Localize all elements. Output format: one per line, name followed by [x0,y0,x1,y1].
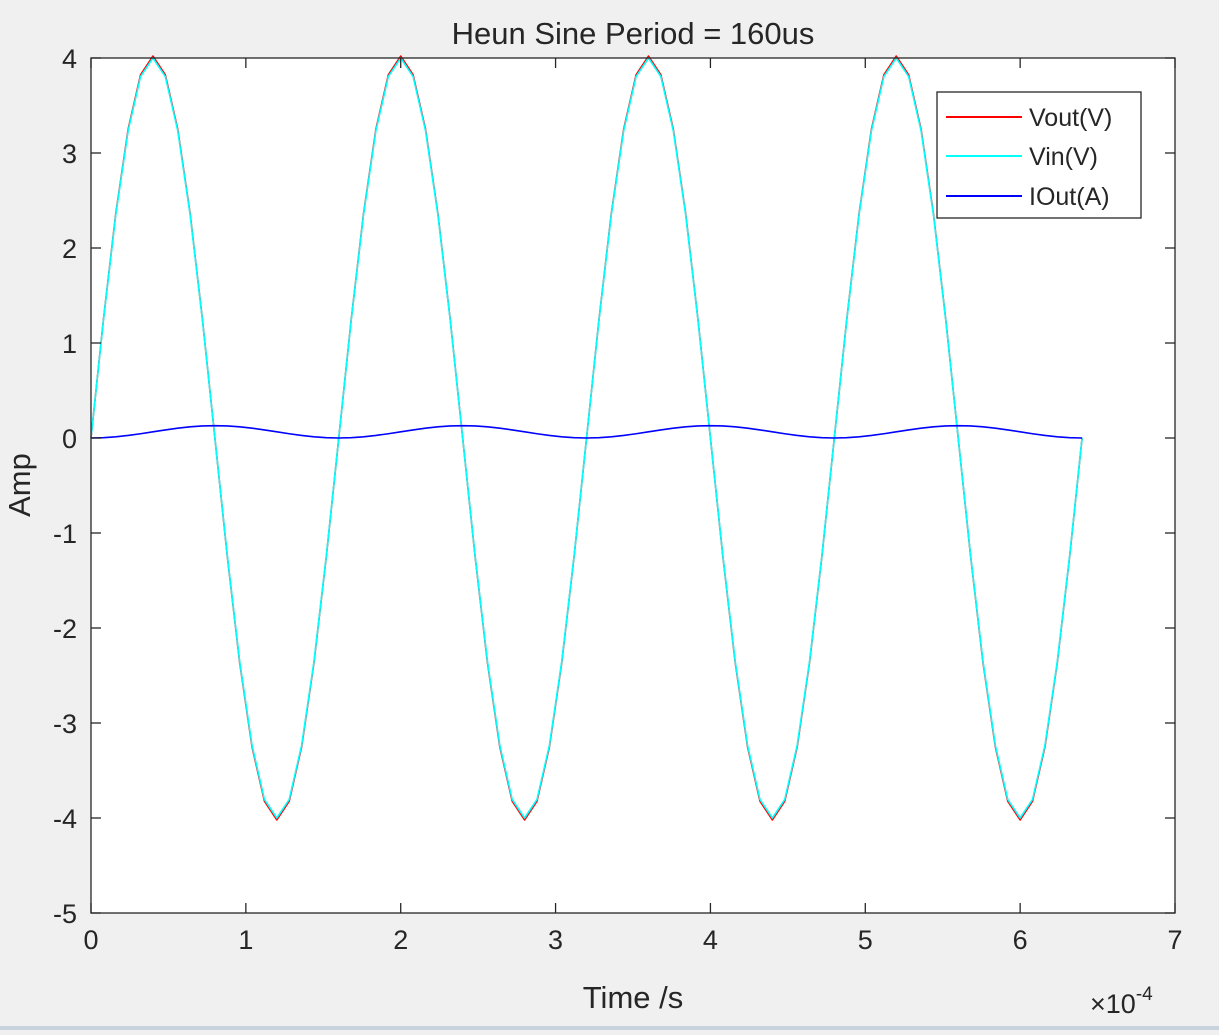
y-tick-label: -3 [53,709,77,739]
y-tick-label: 1 [62,329,77,359]
series-line-2 [90,424,1083,439]
x-tick-label: 1 [238,925,253,955]
x-tick-label: 2 [393,925,408,955]
x-tick-label: 4 [703,925,718,955]
x-exponent: ×10-4 [1090,984,1153,1019]
y-tick-label: -5 [53,899,77,929]
legend-label-vout: Vout(V) [1029,104,1112,132]
x-tick-label: 7 [1167,925,1182,955]
axes-box [90,57,1176,914]
x-tick-label: 0 [83,925,98,955]
y-tick-label: -2 [53,614,77,644]
x-axis-label: Time /s [583,980,683,1015]
y-axis-label: Amp [2,453,37,517]
window-bottom-border [0,1026,1219,1030]
axes-layer: 0 1 2 3 4 5 6 7 4 3 2 1 0 -1 -2 -3 -4 -5 [53,44,1183,955]
y-tick-label: 4 [62,44,77,74]
chart-title: Heun Sine Period = 160us [452,16,815,51]
x-exponent-base: ×10 [1090,989,1136,1019]
y-tick-label: 0 [62,424,77,454]
legend: Vout(V) Vin(V) IOut(A) [936,91,1142,219]
x-exponent-power: -4 [1136,984,1153,1005]
x-tick-label: 3 [548,925,563,955]
series-layer [90,55,1083,821]
y-tick-label: -4 [53,804,77,834]
legend-label-vin: Vin(V) [1029,143,1098,171]
y-tick-label: 3 [62,139,77,169]
x-tick-label: 6 [1013,925,1028,955]
y-tick-label: -1 [53,519,77,549]
legend-label-iout: IOut(A) [1029,183,1110,211]
x-tick-label: 5 [858,925,873,955]
y-tick-label: 2 [62,234,77,264]
